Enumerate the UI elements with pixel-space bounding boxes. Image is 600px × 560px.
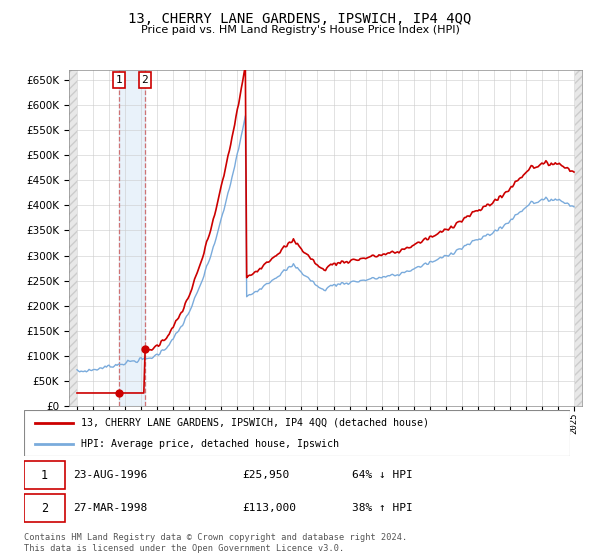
Text: 27-MAR-1998: 27-MAR-1998	[73, 503, 148, 513]
Text: 2: 2	[142, 75, 148, 85]
FancyBboxPatch shape	[24, 494, 65, 522]
Text: 2: 2	[41, 502, 48, 515]
Text: £25,950: £25,950	[242, 470, 290, 480]
Text: HPI: Average price, detached house, Ipswich: HPI: Average price, detached house, Ipsw…	[82, 439, 340, 449]
Text: Price paid vs. HM Land Registry's House Price Index (HPI): Price paid vs. HM Land Registry's House …	[140, 25, 460, 35]
Bar	[119, 70, 145, 406]
Text: 64% ↓ HPI: 64% ↓ HPI	[352, 470, 412, 480]
Text: Contains HM Land Registry data © Crown copyright and database right 2024.
This d: Contains HM Land Registry data © Crown c…	[24, 533, 407, 553]
Text: 38% ↑ HPI: 38% ↑ HPI	[352, 503, 412, 513]
FancyBboxPatch shape	[24, 461, 65, 489]
Text: £113,000: £113,000	[242, 503, 296, 513]
Text: 1: 1	[116, 75, 123, 85]
Bar	[575, 55, 586, 406]
Text: 13, CHERRY LANE GARDENS, IPSWICH, IP4 4QQ: 13, CHERRY LANE GARDENS, IPSWICH, IP4 4Q…	[128, 12, 472, 26]
Text: 23-AUG-1996: 23-AUG-1996	[73, 470, 148, 480]
Bar	[69, 55, 77, 406]
Text: 13, CHERRY LANE GARDENS, IPSWICH, IP4 4QQ (detached house): 13, CHERRY LANE GARDENS, IPSWICH, IP4 4Q…	[82, 418, 430, 428]
Text: 1: 1	[41, 469, 48, 482]
